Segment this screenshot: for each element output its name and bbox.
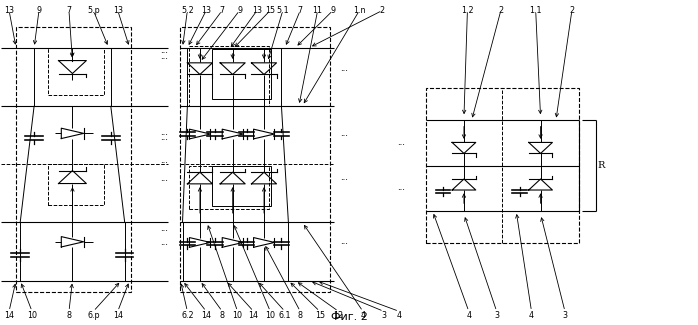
Text: 10: 10	[232, 311, 242, 320]
Text: 9: 9	[237, 6, 242, 15]
Bar	[211, 166, 271, 206]
Text: 6.p: 6.p	[87, 311, 100, 320]
Text: 8: 8	[220, 311, 225, 320]
Text: ...: ...	[161, 225, 168, 233]
Text: 3: 3	[381, 311, 386, 320]
Text: 4: 4	[360, 311, 366, 320]
Text: 3: 3	[494, 311, 499, 320]
Text: ...: ...	[340, 65, 348, 73]
Text: 3: 3	[563, 311, 567, 320]
Text: 13: 13	[112, 6, 123, 15]
Text: ...: ...	[161, 129, 168, 137]
Text: 7: 7	[297, 6, 303, 15]
Text: 15: 15	[315, 311, 325, 320]
Text: Фиг. 2: Фиг. 2	[331, 312, 367, 322]
Text: 1.n: 1.n	[353, 6, 366, 15]
Text: ...: ...	[161, 53, 168, 61]
Text: 5.p: 5.p	[87, 6, 100, 15]
Text: 14: 14	[201, 311, 211, 320]
Text: ...: ...	[397, 184, 405, 192]
Text: ...: ...	[340, 130, 348, 138]
Text: ...: ...	[397, 139, 405, 147]
Text: 14: 14	[112, 311, 123, 320]
Text: 14: 14	[248, 311, 258, 320]
Text: ...: ...	[161, 240, 168, 247]
Text: 4: 4	[466, 311, 471, 320]
Text: 13: 13	[252, 6, 262, 15]
Bar	[48, 164, 104, 204]
Text: 11: 11	[313, 6, 322, 15]
Bar	[188, 166, 269, 209]
Text: 10: 10	[265, 311, 275, 320]
Text: ...: ...	[161, 157, 168, 165]
Text: R: R	[597, 161, 605, 170]
Text: 1.2: 1.2	[461, 6, 474, 15]
Text: 4: 4	[396, 311, 401, 320]
Text: 6.2: 6.2	[181, 311, 194, 320]
Text: 2: 2	[380, 6, 385, 15]
Text: 10: 10	[27, 311, 37, 320]
Text: 7: 7	[220, 6, 225, 15]
Text: 15: 15	[265, 6, 275, 15]
Text: 13: 13	[201, 6, 211, 15]
Text: 6.1: 6.1	[279, 311, 291, 320]
Text: 5.1: 5.1	[276, 6, 289, 15]
Text: ...: ...	[340, 174, 348, 182]
Text: ...: ...	[161, 134, 168, 142]
Bar	[188, 46, 269, 106]
Bar	[48, 48, 104, 95]
Text: 2: 2	[570, 6, 574, 15]
Text: 9: 9	[36, 6, 42, 15]
Text: 2: 2	[498, 6, 503, 15]
Bar	[211, 49, 271, 99]
Text: 8: 8	[66, 311, 71, 320]
Text: ...: ...	[161, 175, 168, 183]
Text: 8: 8	[298, 311, 303, 320]
Bar	[180, 27, 330, 292]
Bar	[426, 88, 579, 243]
Text: ...: ...	[340, 239, 348, 246]
Text: 12: 12	[334, 311, 343, 320]
Text: 1.1: 1.1	[530, 6, 542, 15]
Text: ...: ...	[161, 47, 168, 55]
Bar	[16, 27, 131, 292]
Text: 13: 13	[4, 6, 14, 15]
Text: 7: 7	[66, 6, 71, 15]
Text: 4: 4	[529, 311, 534, 320]
Text: 9: 9	[330, 6, 336, 15]
Text: 14: 14	[4, 311, 14, 320]
Text: 5.2: 5.2	[181, 6, 194, 15]
